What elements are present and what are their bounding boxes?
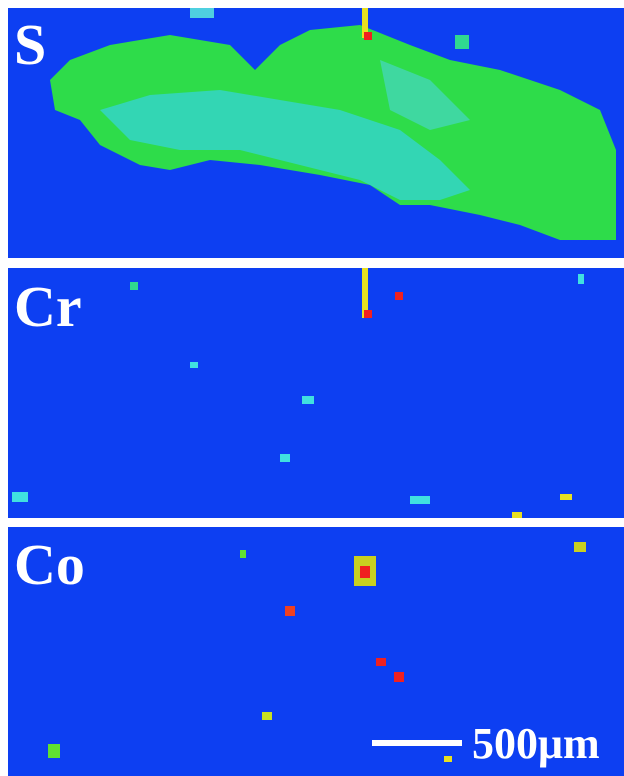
spot [455, 35, 469, 49]
panel-s: S [8, 8, 624, 258]
spot [190, 362, 198, 368]
spot [190, 8, 214, 18]
page: S Cr Co 500μm (() => { const data = JS [0, 0, 624, 776]
spot [280, 454, 290, 462]
panel-co: Co 500μm [8, 527, 624, 776]
panel-label: S [14, 12, 46, 77]
spot [444, 756, 452, 762]
hot-spot [364, 32, 372, 40]
hot-spot [364, 310, 372, 318]
spot [130, 282, 138, 290]
panel-cr: Cr [8, 268, 624, 518]
map-background [8, 268, 624, 518]
hot-spot [395, 292, 403, 300]
hot-spot [512, 512, 522, 518]
spot [262, 712, 272, 720]
hot-spot [394, 672, 404, 682]
scale-bar [372, 740, 462, 746]
hot-spot [376, 658, 386, 666]
hot-spot [360, 566, 370, 578]
spot [240, 550, 246, 558]
scale-bar-label: 500μm [472, 719, 600, 768]
panel-label: Co [14, 532, 85, 597]
spot [302, 396, 314, 404]
spot [410, 496, 430, 504]
spot [574, 542, 586, 552]
figure: S Cr Co 500μm [0, 0, 624, 776]
panel-label: Cr [14, 274, 82, 339]
hot-spot [285, 606, 295, 616]
hot-spot [560, 494, 572, 500]
spot [12, 492, 28, 502]
spot [48, 744, 60, 758]
spot [578, 274, 584, 284]
